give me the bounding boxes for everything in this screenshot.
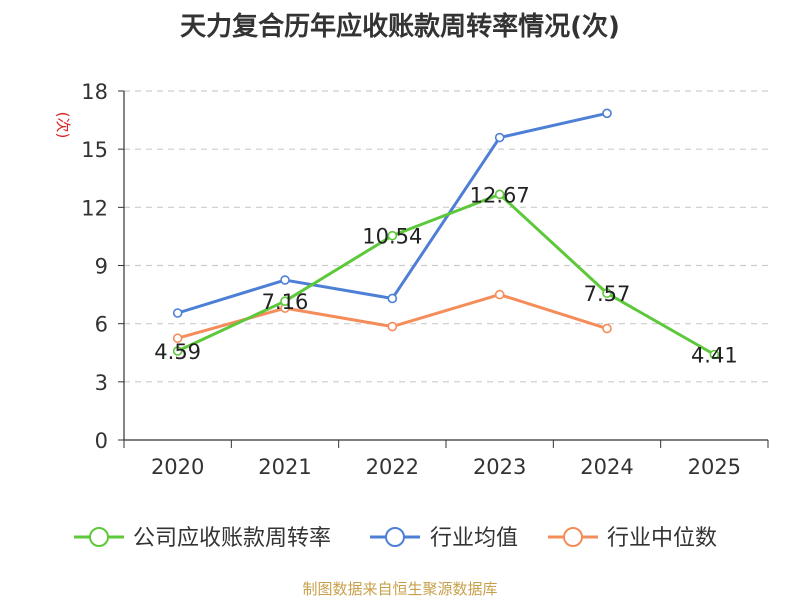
chart-title: 天力复合历年应收账款周转率情况(次) — [180, 12, 620, 42]
data-label: 7.16 — [262, 290, 309, 314]
data-point[interactable] — [602, 288, 612, 299]
x-tick-label: 2025 — [688, 455, 741, 479]
data-label: 10.54 — [362, 225, 422, 249]
data-point[interactable] — [172, 333, 183, 344]
legend-item-2[interactable]: 行业中位数 — [548, 526, 717, 551]
x-tick-label: 2022 — [366, 455, 419, 479]
x-tick-label: 2024 — [580, 455, 633, 479]
data-point[interactable] — [494, 289, 505, 300]
y-tick-label: 6 — [95, 313, 108, 337]
legend-item-0[interactable]: 公司应收账款周转率 — [74, 526, 331, 551]
data-point[interactable] — [602, 108, 612, 119]
x-tick-label: 2021 — [258, 455, 311, 479]
legend-label: 行业中位数 — [607, 526, 717, 551]
y-tick-label: 18 — [81, 80, 108, 104]
data-label: 12.67 — [470, 183, 530, 207]
x-tick-label: 2023 — [473, 455, 526, 479]
data-label: 4.41 — [691, 343, 738, 367]
legend-label: 公司应收账款周转率 — [133, 526, 331, 551]
legend-marker — [563, 527, 583, 547]
data-point[interactable] — [280, 296, 290, 306]
data-point[interactable] — [387, 321, 398, 332]
y-tick-label: 15 — [81, 138, 108, 162]
data-point[interactable] — [387, 230, 398, 241]
source-note: 制图数据来自恒生聚源数据库 — [302, 580, 498, 598]
data-point[interactable] — [494, 189, 505, 200]
data-point[interactable] — [280, 275, 290, 285]
data-point[interactable] — [494, 132, 505, 143]
legend-marker — [89, 527, 109, 547]
legend-item-1[interactable]: 行业均值 — [370, 526, 518, 551]
data-label: 4.59 — [154, 340, 201, 364]
data-point[interactable] — [172, 308, 183, 318]
y-tick-label: 3 — [95, 371, 108, 395]
y-tick-label: 0 — [95, 429, 108, 453]
legend-marker — [385, 527, 405, 547]
data-point[interactable] — [602, 323, 612, 334]
series-line-0 — [177, 192, 716, 356]
x-tick-label: 2020 — [151, 455, 204, 479]
data-point[interactable] — [387, 293, 398, 304]
y-tick-label: 9 — [95, 255, 108, 279]
series-line-1 — [177, 111, 608, 315]
data-point[interactable] — [172, 346, 183, 356]
data-label: 7.57 — [584, 282, 631, 306]
y-tick-label: 12 — [81, 196, 108, 220]
legend-label: 行业均值 — [430, 526, 518, 551]
data-point[interactable] — [709, 349, 720, 360]
y-axis-label: (次) — [54, 112, 72, 139]
